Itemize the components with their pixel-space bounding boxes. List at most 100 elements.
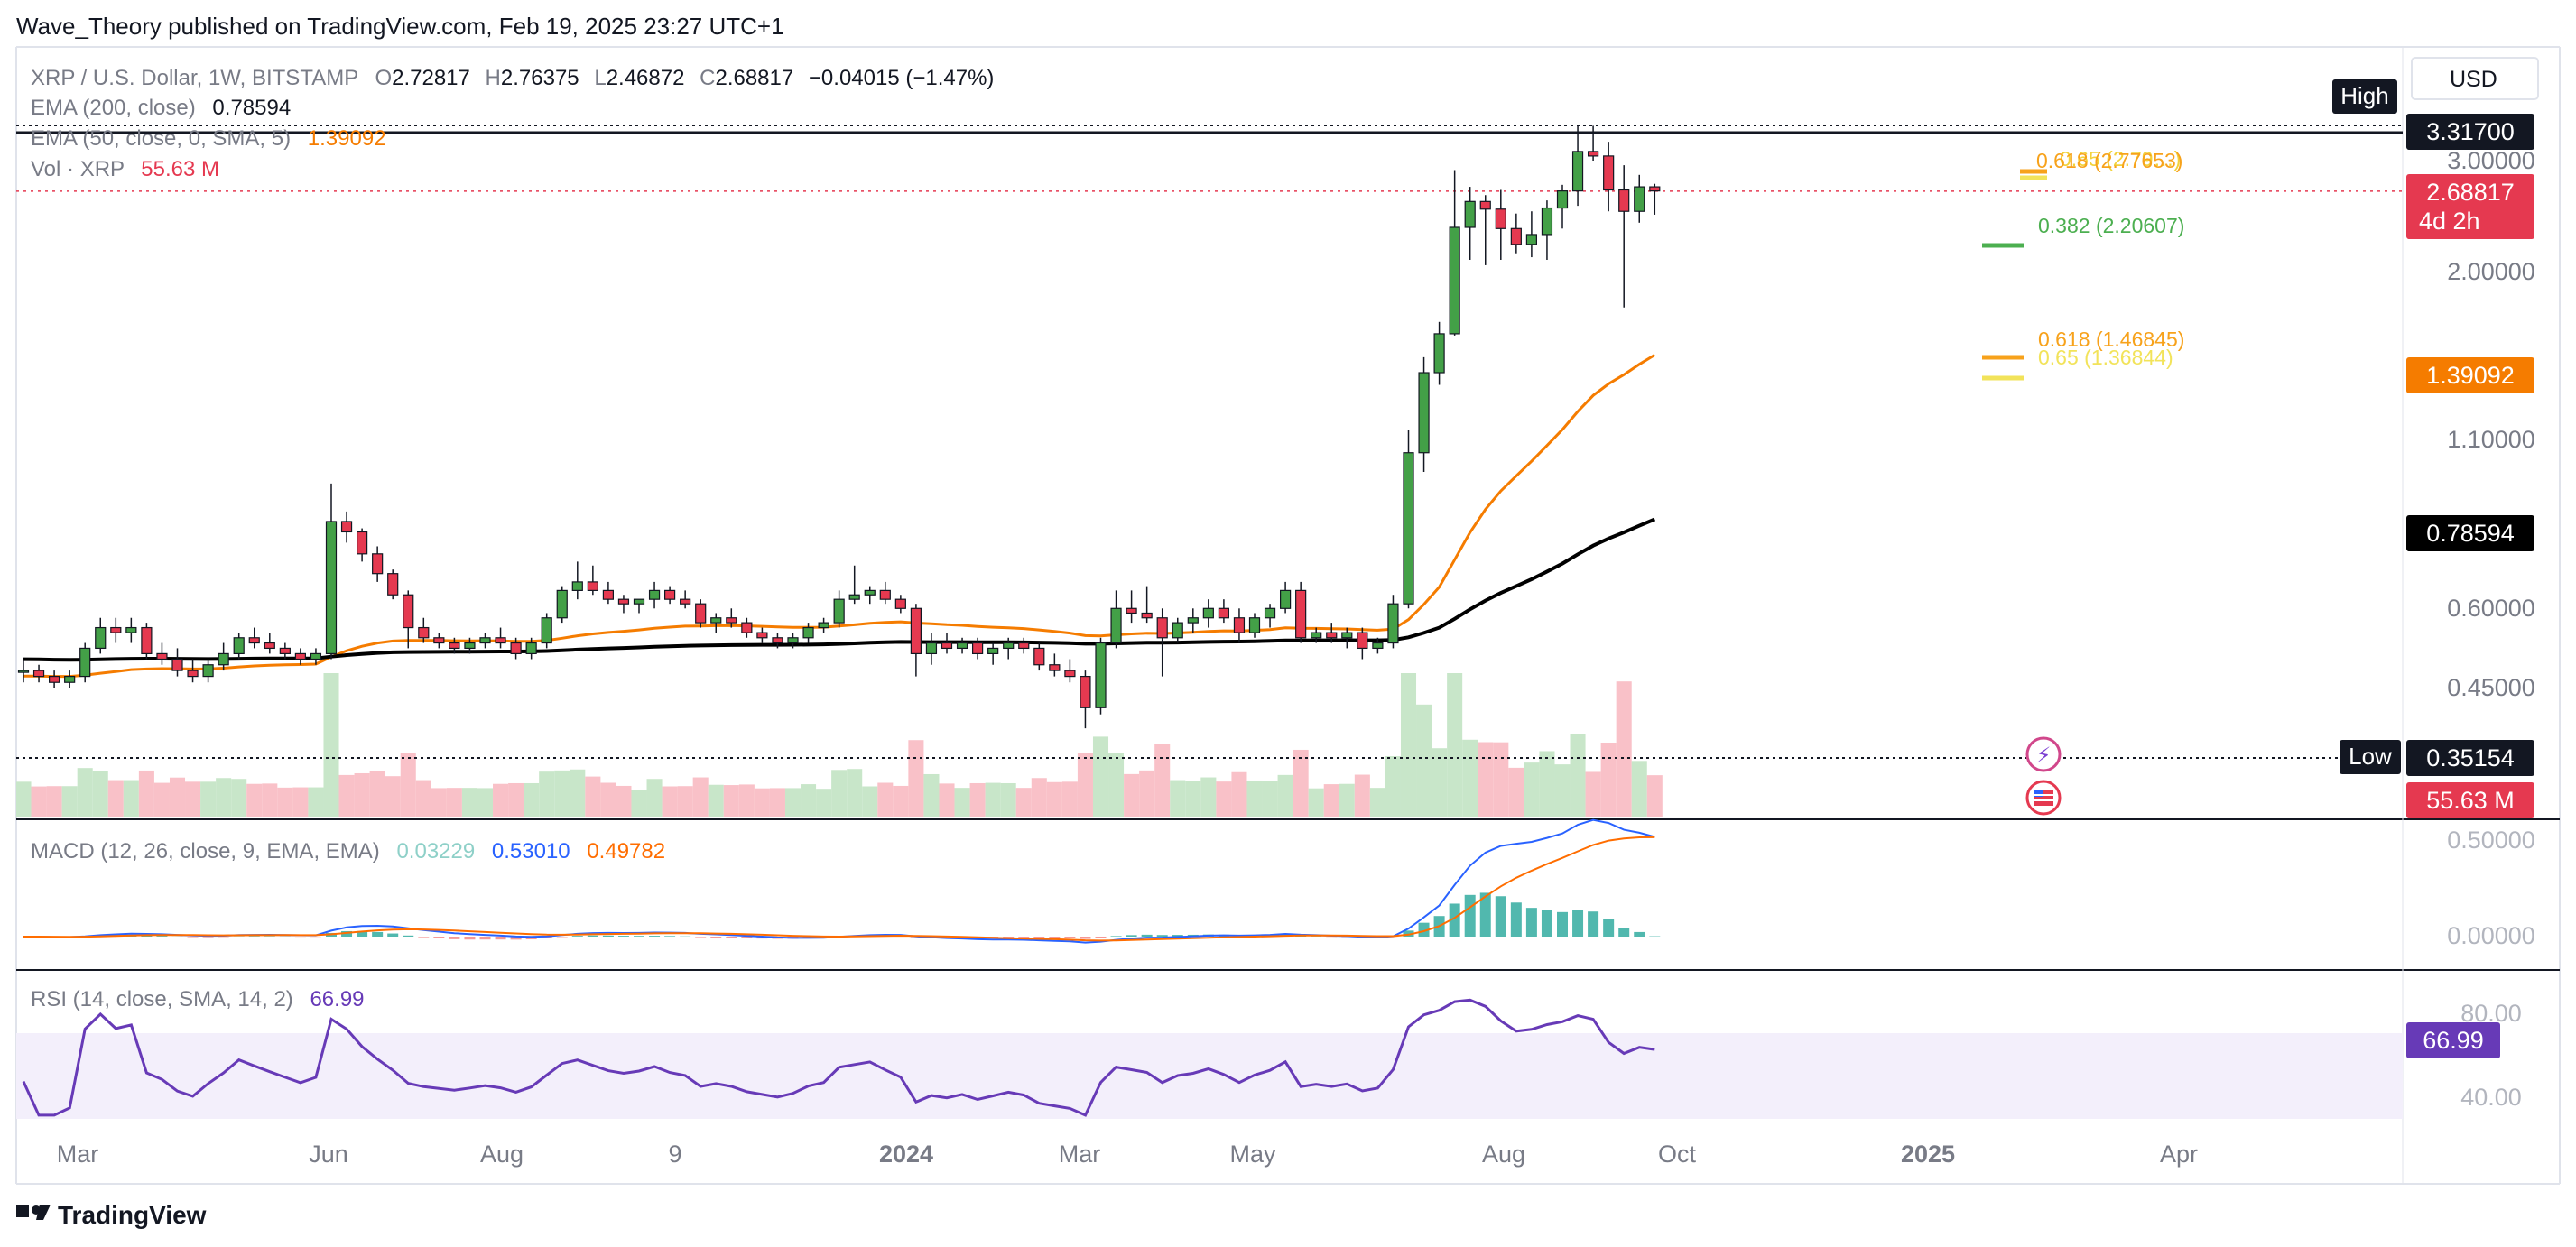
time-axis[interactable]: Mar Jun Aug 9 2024 Mar May Aug Oct 2025 … [57,1141,2198,1168]
legend[interactable]: XRP / U.S. Dollar, 1W, BITSTAMP O2.72817… [31,66,994,1011]
macd-histogram-bar [1479,892,1491,937]
candle [1202,599,1214,628]
volume-bar [262,783,278,817]
candle-body [1003,642,1015,650]
candle [910,604,922,677]
candle-body [1018,642,1030,650]
close-value: 2.68817 [715,66,793,90]
volume-bar [216,778,232,817]
candle-body [1172,622,1183,639]
candle-body [1295,589,1307,639]
macd-tick-0-5: 0.50000 [2447,827,2535,854]
volume-bar [1015,788,1032,817]
candle [479,633,491,649]
candle-body [879,589,891,600]
fib-marks: 0.65 (2.79…) 0.618 (2.77653) 0.382 (2.20… [1982,147,2184,381]
candle [833,590,845,628]
macd-histogram-bar [1572,910,1584,937]
macd-histogram-bar [387,933,399,937]
volume-bar [1277,774,1293,817]
candle [372,546,384,582]
candle-body [556,589,568,619]
time-label-aug-2024: Aug [1482,1141,1525,1168]
candle [325,483,338,660]
candle [1095,637,1107,715]
candle [64,670,76,688]
volume-bar [1170,780,1186,817]
candle [264,633,275,654]
volume-bar [1508,767,1524,817]
candle [1279,581,1292,614]
price-tick-2: 2.00000 [2447,258,2535,285]
candle [556,586,568,624]
candle [1510,213,1522,254]
flash-glyph-icon: ⚡ [2036,744,2052,768]
macd-histogram-bar [1464,894,1476,937]
macd-histogram-bar [187,937,199,938]
volume-bar [185,781,201,817]
candle-body [710,617,722,624]
candle [587,565,598,596]
candle-body [1248,617,1261,633]
candle-body [1218,607,1230,619]
candle [680,590,691,609]
low-label-box [2340,740,2401,774]
time-label-aug: Aug [480,1141,524,1168]
volume-bar [1124,773,1140,817]
volume-bar [908,740,924,817]
macd-histogram-bar [464,937,476,940]
volume-bar [31,786,47,817]
candle-body [218,652,229,666]
published-line: Wave_Theory published on TradingView.com… [16,13,784,40]
candle [1156,608,1168,677]
volume-bar [493,783,509,817]
candle [663,586,676,605]
candle-body [1049,664,1061,671]
candle [32,664,45,683]
candle [1464,187,1476,260]
candle [1372,637,1384,654]
candle-body [156,652,168,660]
macd-histogram-bar [756,937,768,939]
candle [1172,617,1183,643]
candle-body [95,626,107,650]
volume-bar [1432,748,1448,817]
event-icons[interactable]: ⚡ [2025,736,2062,816]
macd-histogram-bar [541,937,552,938]
volume-bar [585,776,601,817]
candle [818,617,829,633]
candle-body [202,664,214,678]
volume-bar [923,773,940,817]
rsi-line [22,998,1655,1117]
volume-bar [200,781,217,817]
currency-button[interactable] [2411,57,2539,100]
price-tick-0-6: 0.60000 [2447,595,2535,622]
volume-bar [893,785,909,817]
currency-label: USD [2450,67,2497,92]
candle-body [1264,607,1276,619]
macd-histogram-bar [1603,919,1615,937]
volume-bar [1554,764,1571,817]
low-value-box [2406,740,2534,776]
volume-bar [708,784,724,817]
macd-histogram-bar [571,936,583,937]
low-value: 0.35154 [2426,744,2515,771]
candle-body [741,622,753,633]
candle-body [403,594,414,629]
flash-event-icon [2025,736,2062,772]
macd-histogram-bar [1557,911,1568,937]
candle [79,642,91,683]
macd-histogram-bar [1588,911,1599,937]
candle [233,633,245,660]
volume-bar [1646,775,1663,817]
candle-body [325,521,338,655]
volume-bar [554,770,570,817]
macd-histogram-bar [156,936,168,937]
volume-bar [153,782,170,817]
candle [848,565,860,605]
price-axis[interactable]: 3.00000 2.00000 1.10000 0.60000 0.45000 … [2332,79,2535,1111]
candle-body [571,581,583,591]
footer-logo[interactable]: TradingView [16,1201,207,1229]
candle [1218,599,1230,624]
